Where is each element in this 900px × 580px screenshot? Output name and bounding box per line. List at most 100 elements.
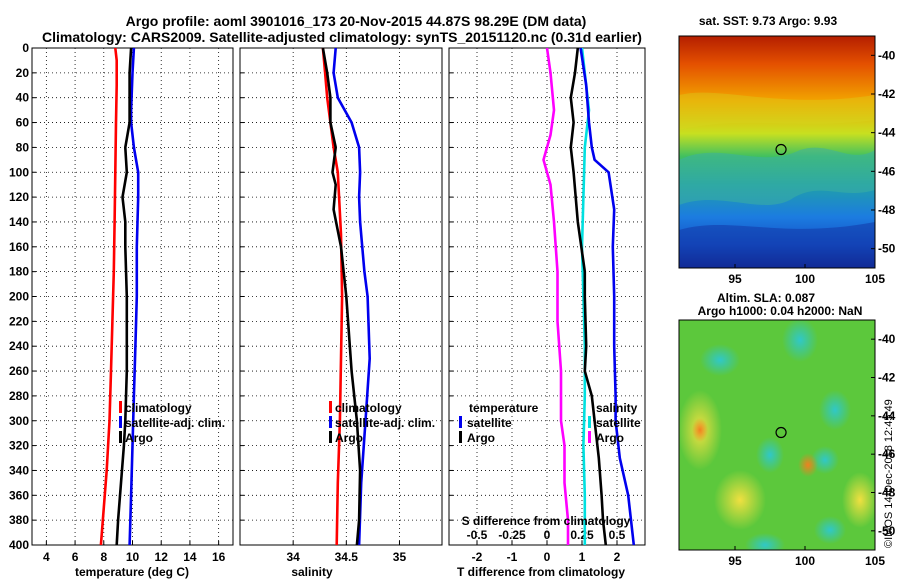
x-tick-label: 12 [155, 550, 169, 564]
latitude-tick-label: -40 [878, 48, 896, 62]
longitude-tick-label: 95 [728, 272, 742, 286]
x-tick-label: 4 [43, 550, 50, 564]
legend-temperature-satellite-label: satellite [467, 416, 512, 430]
salinity-tick-labels: 34 34.5 35 [286, 550, 406, 564]
figure-title-line1: Argo profile: aoml 3901016_173 20-Nov-20… [126, 13, 587, 29]
sla-high [842, 472, 875, 528]
temperature-panel: 0 20 40 60 80 100 120 140 160 180 200 220 240 260 280 3… [9, 41, 234, 579]
depth-tick-label: 40 [16, 91, 30, 105]
s-difference-tick-labels: -0.5 -0.25 0 0.25 0.5 [467, 528, 626, 542]
legend-temperature-argo-swatch [459, 431, 462, 443]
depth-tick-label: 180 [9, 265, 29, 279]
x-tick-label: 1 [579, 550, 586, 564]
x-tick-label: -2 [472, 550, 483, 564]
depth-tick-label: 160 [9, 240, 29, 254]
sst-front-band [679, 147, 875, 205]
series-line-satellite-adj-clim- [128, 48, 140, 545]
sla-map-subtitle: Argo h1000: 0.04 h2000: NaN [698, 304, 863, 318]
latitude-tick-label: -48 [878, 486, 896, 500]
s-difference-axis-label: S difference from climatology [462, 514, 631, 528]
legend-climatology-swatch [329, 401, 332, 413]
depth-tick-label: 360 [9, 488, 29, 502]
longitude-tick-label: 105 [865, 272, 885, 286]
series-line-argo [115, 48, 133, 545]
salinity-lines [321, 48, 372, 545]
legend-salinity-argo-label: Argo [596, 431, 624, 445]
latitude-tick-label: -46 [878, 164, 896, 178]
sst-map-frame [678, 35, 876, 269]
difference-lines [542, 48, 636, 545]
depth-tick-label: 280 [9, 389, 29, 403]
depth-tick-label: 120 [9, 190, 29, 204]
x-tick-label: 16 [212, 550, 226, 564]
sst-warm-band [679, 92, 875, 130]
x-tick-label: -1 [507, 550, 518, 564]
x-tick-label: 6 [72, 550, 79, 564]
argo-position-marker [775, 143, 787, 156]
x-tick-label: 10 [126, 550, 140, 564]
imos-credit: ©IMOS 14-Dec-2018 12:45:49 [883, 399, 895, 548]
sla-eddy [814, 516, 846, 544]
legend-satellite-swatch [119, 416, 122, 428]
latitude-tick-label: -50 [878, 242, 896, 256]
depth-tick-label: 240 [9, 339, 29, 353]
t-difference-tick-labels: -2 -1 0 1 2 [472, 550, 621, 564]
temperature-lines [99, 48, 140, 545]
depth-tick-labels: 0 20 40 60 80 100 120 140 160 180 200 220 240 260 280 3… [9, 41, 29, 552]
latitude-tick-label: -44 [878, 126, 896, 140]
sla-eddy [756, 437, 784, 473]
longitude-tick-label: 105 [865, 554, 885, 568]
series-line-climatology [321, 48, 344, 545]
legend-satellite-label: satellite-adj. clim. [125, 416, 225, 430]
legend-argo-label: Argo [335, 431, 363, 445]
x-tick-label: 34.5 [335, 550, 359, 564]
sla-eddy [819, 390, 851, 430]
sla-eddy [782, 320, 818, 362]
legend-temperature-satellite-swatch [459, 416, 462, 428]
x-tick-label: 8 [100, 550, 107, 564]
depth-tick-label: 60 [16, 116, 30, 130]
depth-tick-label: 20 [16, 66, 30, 80]
series-line-argo [321, 48, 362, 545]
legend-climatology-swatch [119, 401, 122, 413]
series-line-s-difference-satellite [579, 48, 636, 545]
legend-satellite-swatch [329, 416, 332, 428]
legend-argo-swatch [119, 431, 122, 443]
sla-map: Altim. SLA: 0.087 Argo h1000: 0.04 h2000… [678, 291, 896, 568]
series-line-satellite-adj-clim- [332, 48, 372, 545]
temperature-legend: climatology satellite-adj. clim. Argo [119, 401, 225, 445]
t-difference-axis-label: T difference from climatology [457, 565, 625, 579]
sst-cold-band [679, 222, 875, 268]
salinity-panel: 34 34.5 35 climatology satellite-adj. clim… [239, 47, 443, 579]
difference-legend: temperature satellite Argo salinity sate… [459, 401, 641, 445]
s-difference-tick-label: -0.5 [467, 528, 488, 542]
sla-eddy [811, 446, 839, 474]
legend-salinity-argo-swatch [588, 431, 591, 443]
argo-position-marker [775, 426, 787, 439]
difference-panel: -2 -1 0 1 2 -0.5 -0.25 0 0.25 0.5 temperature sa… [448, 47, 646, 579]
depth-tick-label: 220 [9, 314, 29, 328]
sla-map-title: Altim. SLA: 0.087 [717, 291, 815, 305]
longitude-tick-label: 100 [795, 554, 815, 568]
depth-tick-label: 100 [9, 165, 29, 179]
latitude-tick-label: -42 [878, 87, 896, 101]
x-tick-label: 14 [183, 550, 197, 564]
sla-eddy [745, 533, 785, 550]
sst-map: sat. SST: 9.73 Argo: 9.93 95 100 105 -40 -42… [678, 14, 896, 286]
depth-tick-label: 140 [9, 215, 29, 229]
legend-satellite-label: satellite-adj. clim. [335, 416, 435, 430]
legend-temperature-argo-label: Argo [467, 431, 495, 445]
legend-climatology-label: climatology [125, 401, 192, 415]
x-tick-label: 2 [614, 550, 621, 564]
depth-tick-label: 320 [9, 439, 29, 453]
legend-salinity-satellite-label: satellite [596, 416, 641, 430]
latitude-tick-label: -40 [878, 332, 896, 346]
sla-map-frame [678, 319, 876, 551]
sla-high [692, 418, 708, 442]
longitude-tick-label: 100 [795, 272, 815, 286]
depth-tick-label: 300 [9, 414, 29, 428]
legend-climatology-label: climatology [335, 401, 402, 415]
series-line-climatology [99, 48, 118, 545]
depth-tick-label: 80 [16, 140, 30, 154]
legend-temperature-heading: temperature [469, 401, 539, 415]
